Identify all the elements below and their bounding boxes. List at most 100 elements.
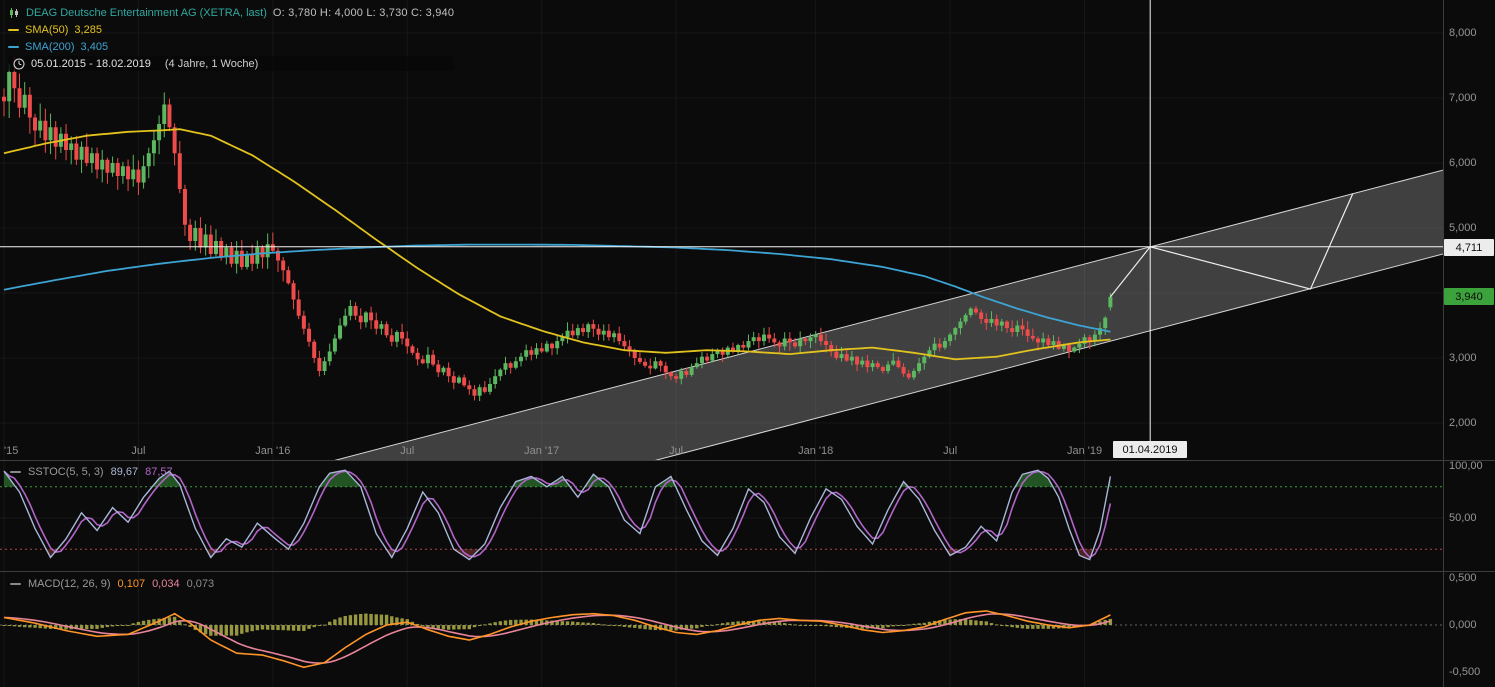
candle-body — [121, 166, 125, 176]
candle-body — [1103, 318, 1107, 328]
candle-body — [307, 329, 311, 342]
candle-body — [219, 241, 223, 257]
macd-histogram-bar — [499, 621, 502, 625]
macd-histogram-bar — [628, 625, 631, 627]
macd-histogram-bar — [225, 625, 228, 636]
stoch-name: SSTOC(5, 5, 3) — [28, 466, 104, 478]
macd-histogram-bar — [256, 625, 259, 630]
macd-histogram-bar — [452, 625, 455, 630]
macd-histogram-bar — [892, 625, 895, 626]
candle-body — [385, 324, 389, 335]
candle-body — [400, 332, 404, 339]
candle-body — [1072, 348, 1076, 352]
candle-body — [338, 326, 342, 339]
stoch-legend: SSTOC(5, 5, 3) 89,67 87,57 — [10, 466, 173, 478]
candle-body — [690, 367, 694, 375]
main-panel[interactable] — [2, 57, 1483, 461]
macd-histogram-bar — [126, 625, 129, 626]
candle-body — [958, 322, 962, 329]
candle-body — [1108, 297, 1112, 307]
candle-body — [85, 147, 89, 163]
candle-body — [803, 339, 807, 342]
candle-body — [659, 361, 663, 366]
candle-body — [167, 105, 171, 128]
macd-histogram-bar — [493, 622, 496, 625]
candle-body — [1000, 322, 1004, 326]
candle-body — [74, 144, 78, 160]
price-axis[interactable] — [1443, 0, 1495, 687]
candle-body — [550, 344, 554, 349]
macd-histogram-bar — [7, 625, 10, 626]
candle-body — [369, 313, 373, 321]
macd-histogram-bar — [778, 622, 781, 625]
macd-histogram-bar — [504, 620, 507, 625]
candle-body — [612, 333, 616, 337]
main-chart-legend: DEAG Deutsche Entertainment AG (XETRA, l… — [8, 5, 454, 71]
macd-histogram-bar — [18, 625, 21, 627]
macd-value: 0,107 — [118, 578, 146, 590]
candle-body — [809, 337, 813, 341]
macd-histogram-bar — [917, 623, 920, 625]
candle-body — [555, 341, 559, 348]
macd-histogram-bar — [271, 625, 274, 630]
macd-histogram-bar — [111, 625, 114, 626]
macd-histogram-bar — [597, 624, 600, 625]
candle-body — [1036, 339, 1040, 343]
candle-body — [240, 251, 244, 267]
macd-histogram-bar — [705, 625, 708, 626]
candle-body — [28, 95, 32, 118]
candle-body — [581, 328, 585, 332]
instrument-row: DEAG Deutsche Entertainment AG (XETRA, l… — [8, 5, 454, 20]
candle-body — [705, 357, 709, 361]
candle-body — [597, 329, 601, 335]
macd-histogram-bar — [509, 620, 512, 625]
candle-body — [348, 306, 352, 316]
candle-body — [271, 244, 275, 251]
candle-body — [452, 376, 456, 383]
candle-body — [1041, 339, 1045, 343]
candle-body — [545, 344, 549, 352]
candle-body — [33, 118, 37, 131]
candle-body — [503, 363, 507, 370]
macd-histogram-bar — [488, 623, 491, 625]
candle-body — [943, 341, 947, 348]
macd-histogram-bar — [240, 625, 243, 634]
macd-histogram-bar — [1005, 625, 1008, 626]
candle-body — [938, 344, 942, 348]
time-axis[interactable] — [0, 441, 1443, 460]
candle-body — [64, 134, 68, 150]
macd-histogram-bar — [835, 625, 838, 627]
candle-body — [183, 189, 187, 225]
candle-body — [989, 319, 993, 323]
macd-panel[interactable] — [0, 611, 1443, 667]
candle-body — [467, 385, 471, 389]
macd-histogram-bar — [338, 617, 341, 625]
macd-histogram-bar — [643, 625, 646, 629]
candle-body — [917, 363, 921, 371]
candle-body — [922, 357, 926, 364]
candle-body — [374, 320, 378, 328]
candle-body — [49, 127, 53, 140]
macd-histogram-bar — [912, 624, 915, 625]
macd-histogram-bar — [638, 625, 641, 629]
candle-body — [953, 328, 957, 335]
macd-histogram-bar — [592, 623, 595, 625]
candle-body — [529, 350, 533, 355]
candle-body — [793, 342, 797, 346]
candle-body — [519, 357, 523, 362]
chart-canvas[interactable] — [0, 0, 1495, 687]
macd-histogram-bar — [457, 625, 460, 629]
candle-body — [390, 335, 394, 342]
candle-body — [948, 335, 952, 342]
macd-histogram-bar — [690, 625, 693, 629]
candle-body — [824, 341, 828, 345]
stoch-swatch-icon — [10, 471, 21, 473]
stoch-panel[interactable] — [0, 461, 1443, 570]
candle-body — [674, 376, 678, 379]
candle-body — [292, 283, 296, 299]
macd-histogram-bar — [214, 625, 217, 636]
candle-body — [131, 170, 135, 180]
candle-body — [105, 160, 109, 173]
candle-body — [1010, 328, 1014, 332]
candle-body — [710, 354, 714, 361]
